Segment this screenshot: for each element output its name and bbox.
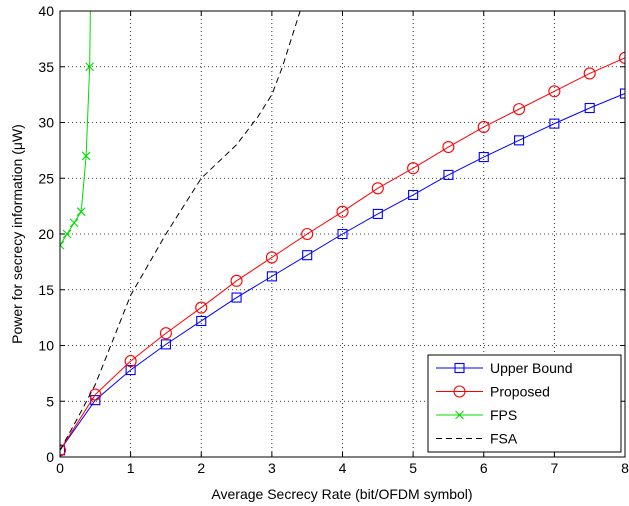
y-tick-label: 20 bbox=[38, 226, 54, 242]
x-tick-label: 8 bbox=[621, 460, 629, 476]
legend-label-upper-bound: Upper Bound bbox=[490, 360, 573, 376]
data-point-proposed bbox=[513, 103, 526, 116]
data-point-upper-bound bbox=[337, 228, 348, 240]
data-point-upper-bound bbox=[196, 315, 207, 327]
data-point-fps bbox=[81, 151, 91, 161]
y-tick-label: 35 bbox=[38, 59, 54, 75]
x-tick-label: 3 bbox=[268, 460, 276, 476]
data-point-fps bbox=[69, 218, 79, 228]
data-point-upper-bound bbox=[584, 102, 595, 114]
data-point-upper-bound bbox=[266, 271, 277, 282]
series-fsa bbox=[60, 11, 301, 451]
data-point-proposed bbox=[195, 301, 208, 314]
x-axis-label: Average Secrecy Rate (bit/OFDM symbol) bbox=[211, 486, 472, 502]
data-point-proposed bbox=[336, 205, 349, 218]
x-tick-label: 7 bbox=[550, 460, 558, 476]
legend-marker-upper-bound bbox=[454, 362, 465, 374]
y-axis-label: Power for secrecy information (μW) bbox=[9, 124, 25, 344]
y-tick-label: 15 bbox=[38, 282, 54, 298]
data-point-fps bbox=[60, 240, 65, 250]
y-tick-label: 25 bbox=[38, 170, 54, 186]
data-point-proposed bbox=[124, 355, 137, 368]
data-point-proposed bbox=[548, 85, 561, 98]
x-tick-label: 4 bbox=[339, 460, 347, 476]
data-point-proposed bbox=[301, 227, 314, 241]
legend-marker-proposed bbox=[453, 385, 466, 398]
y-tick-label: 40 bbox=[38, 3, 54, 19]
data-point-upper-bound bbox=[60, 445, 66, 456]
data-point-fps bbox=[85, 62, 95, 72]
series-fps bbox=[60, 11, 95, 250]
x-tick-label: 0 bbox=[56, 460, 64, 476]
data-point-upper-bound bbox=[549, 118, 560, 129]
legend-label-fps: FPS bbox=[490, 407, 517, 423]
data-point-proposed bbox=[60, 444, 67, 457]
series-line-fsa bbox=[60, 11, 301, 451]
legend-marker-fps bbox=[455, 410, 464, 420]
axis-ticks: 0 1 2 3 4 5 6 7 8 0 5 10 15 20 25 30 35 40 bbox=[38, 3, 629, 476]
series-line-upper-bound bbox=[60, 93, 625, 451]
y-tick-label: 5 bbox=[46, 393, 54, 409]
legend-label-fsa: FSA bbox=[490, 431, 518, 447]
data-point-proposed bbox=[618, 51, 625, 64]
data-point-upper-bound bbox=[160, 339, 171, 350]
data-point-upper-bound bbox=[372, 208, 383, 219]
y-tick-label: 10 bbox=[38, 338, 54, 354]
data-point-proposed bbox=[477, 120, 490, 134]
data-point-proposed bbox=[583, 67, 596, 80]
data-point-fps bbox=[62, 229, 72, 239]
data-point-upper-bound bbox=[125, 364, 136, 376]
data-point-proposed bbox=[230, 274, 243, 287]
x-tick-label: 2 bbox=[197, 460, 205, 476]
data-point-proposed bbox=[265, 251, 278, 264]
legend-box bbox=[427, 354, 622, 453]
x-tick-label: 6 bbox=[480, 460, 488, 476]
data-point-fps bbox=[76, 207, 86, 217]
legend-label-proposed: Proposed bbox=[490, 384, 550, 400]
data-point-upper-bound bbox=[478, 152, 489, 163]
data-point-proposed bbox=[159, 327, 172, 340]
x-tick-label: 1 bbox=[127, 460, 135, 476]
series-proposed bbox=[60, 51, 625, 457]
x-tick-label: 5 bbox=[409, 460, 417, 476]
data-point-upper-bound bbox=[302, 250, 313, 261]
data-point-upper-bound bbox=[231, 292, 242, 303]
data-point-proposed bbox=[407, 162, 420, 175]
legend: Upper Bound Proposed FPS FSA bbox=[427, 354, 622, 453]
y-tick-label: 30 bbox=[38, 115, 54, 131]
data-point-upper-bound bbox=[408, 189, 419, 201]
data-point-upper-bound bbox=[90, 395, 101, 406]
series-line-proposed bbox=[60, 57, 625, 451]
data-point-proposed bbox=[442, 140, 455, 154]
data-point-upper-bound bbox=[514, 135, 525, 146]
series-layer bbox=[60, 11, 625, 457]
series-upper-bound bbox=[60, 88, 625, 456]
data-point-upper-bound bbox=[619, 88, 625, 99]
y-tick-label: 0 bbox=[46, 449, 54, 465]
data-point-proposed bbox=[371, 182, 384, 195]
data-point-upper-bound bbox=[443, 169, 454, 180]
